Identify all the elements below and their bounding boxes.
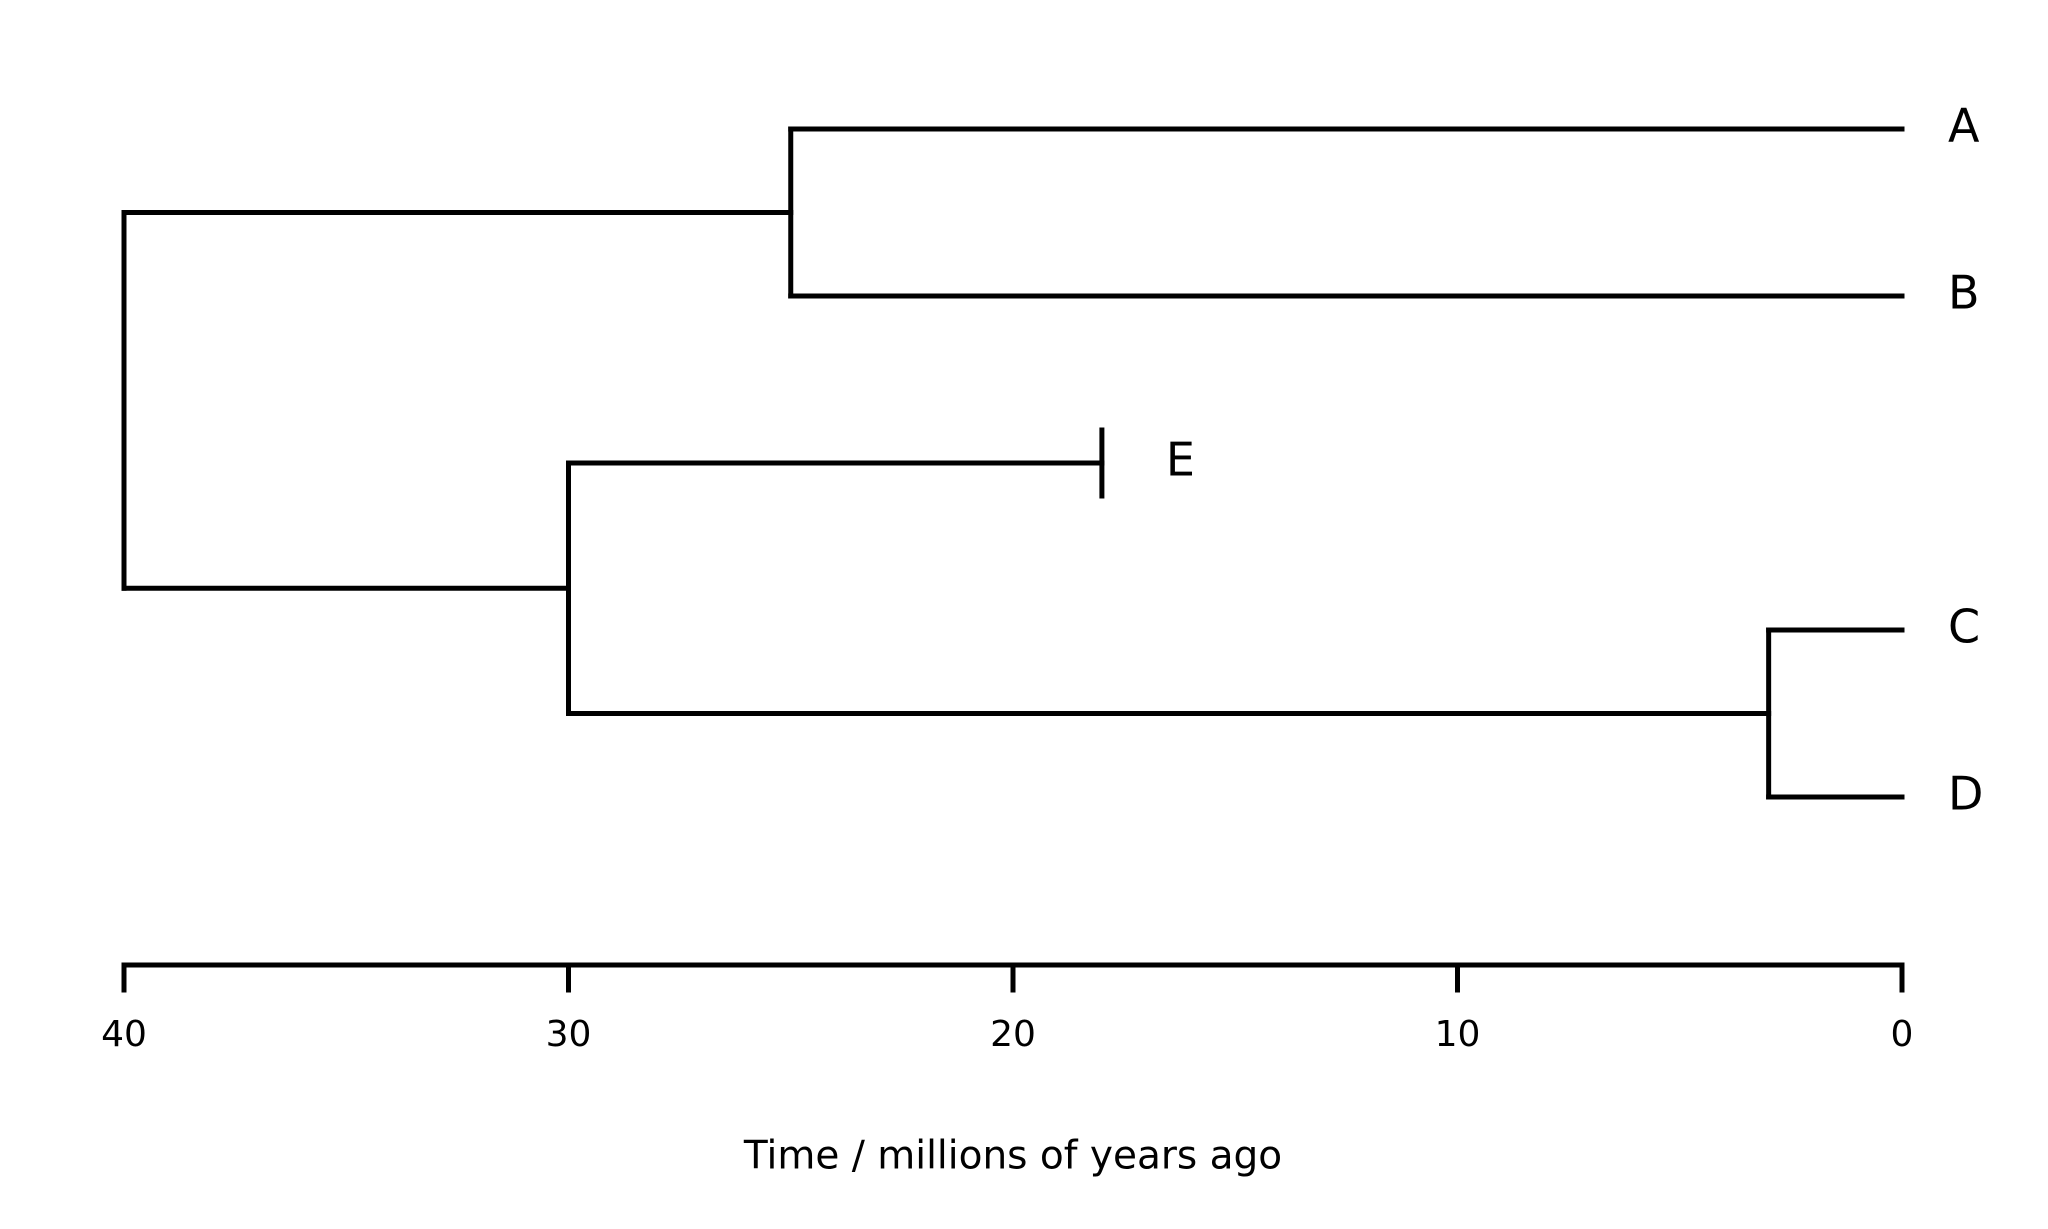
leaf-label: C [1948,600,1980,654]
x-tick-label: 30 [546,1014,592,1055]
leaf-label: E [1166,433,1195,487]
x-tick-label: 0 [1891,1014,1914,1055]
x-axis-label: Time / millions of years ago [743,1134,1282,1179]
x-tick-label: 10 [1435,1014,1481,1055]
leaf-label: D [1948,767,1983,821]
leaf-label: B [1948,266,1980,320]
x-tick-label: 40 [101,1014,147,1055]
x-tick-label: 20 [990,1014,1036,1055]
leaf-label: A [1948,99,1980,153]
